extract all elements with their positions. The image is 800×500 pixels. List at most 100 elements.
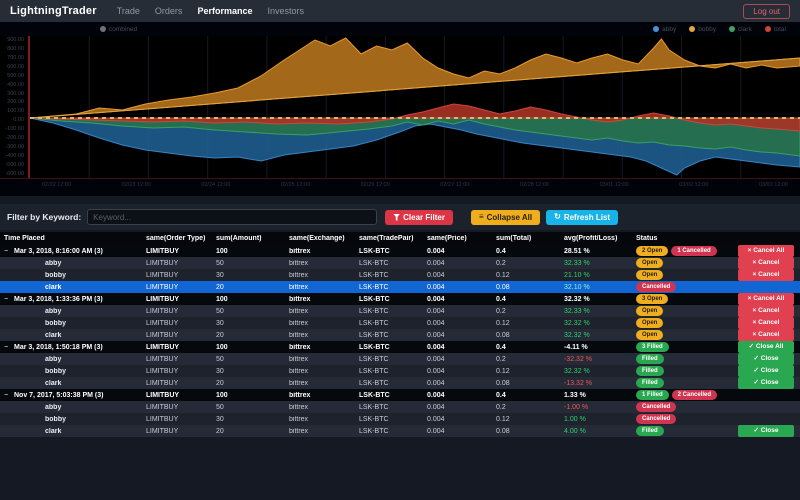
close-button[interactable]: ✓ Close <box>738 353 794 365</box>
price-cell: 0.004 <box>427 295 445 303</box>
filter-bar: Filter by Keyword: Clear Filter ≡ Collap… <box>0 204 800 230</box>
cancel-button[interactable]: × Cancel <box>738 329 794 341</box>
status-badge-cancelled: Cancelled <box>636 414 677 424</box>
filter-label: Filter by Keyword: <box>7 212 82 222</box>
action-cell: × Cancel <box>728 317 800 329</box>
order-row[interactable]: bobby LIMITBUY 30 bittrex LSK-BTC 0.004 0.12 32… <box>0 317 800 329</box>
total-cell: 0.4 <box>496 247 506 255</box>
price-cell: 0.004 <box>427 367 445 375</box>
y-axis-labels: 900.00 800.00 700.00 600.00 500.00 400.00 300.… <box>0 36 27 178</box>
group-header-row[interactable]: − Mar 3, 2018, 1:50:18 PM (3) LIMITBUY 100 b… <box>0 341 800 353</box>
nav-item-orders[interactable]: Orders <box>154 6 183 16</box>
order-row[interactable]: clark LIMITBUY 20 bittrex LSK-BTC 0.004 0.08 4.… <box>0 425 800 437</box>
collapse-group-icon[interactable]: − <box>4 247 9 255</box>
logout-button[interactable]: Log out <box>743 3 790 19</box>
close-button[interactable]: ✓ Close All <box>738 341 794 353</box>
amount-cell: 20 <box>216 283 224 291</box>
funnel-icon <box>393 213 401 221</box>
order-type-cell: LIMITBUY <box>146 271 179 279</box>
collapse-group-icon[interactable]: − <box>4 391 9 399</box>
order-row[interactable]: abby LIMITBUY 50 bittrex LSK-BTC 0.004 0.2 32.3… <box>0 305 800 317</box>
profit-loss-cell: 32.33 % <box>564 307 590 315</box>
exchange-cell: bittrex <box>289 307 309 315</box>
clear-filter-button[interactable]: Clear Filter <box>385 209 453 225</box>
order-row[interactable]: abby LIMITBUY 50 bittrex LSK-BTC 0.004 0.2 -32.… <box>0 353 800 365</box>
exchange-cell: bittrex <box>289 247 311 255</box>
cancel-button[interactable]: × Cancel <box>738 305 794 317</box>
action-cell: ✓ Close <box>728 365 800 377</box>
legend-label: abby <box>662 25 677 33</box>
green-series <box>30 117 800 157</box>
exchange-cell: bittrex <box>289 259 309 267</box>
cancel-button[interactable]: × Cancel <box>738 269 794 281</box>
order-row[interactable]: clark LIMITBUY 20 bittrex LSK-BTC 0.004 0.08 32… <box>0 329 800 341</box>
profit-loss-cell: -4.11 % <box>564 343 588 351</box>
status-badge-open: Open <box>636 258 664 268</box>
profit-loss-cell: 32.32 % <box>564 331 590 339</box>
order-row[interactable]: abby LIMITBUY 50 bittrex LSK-BTC 0.004 0.2 32.3… <box>0 257 800 269</box>
refresh-list-button[interactable]: ↻ Refresh List <box>546 209 619 225</box>
legend-item-bobby[interactable]: bobby <box>689 26 716 33</box>
order-row[interactable]: clark LIMITBUY 20 bittrex LSK-BTC 0.004 0.08 -1… <box>0 377 800 389</box>
trade-pair-cell: LSK-BTC <box>359 391 390 399</box>
group-time-label: Mar 3, 2018, 8:16:00 AM (3) <box>14 247 103 255</box>
column-header: sum(Total) <box>496 235 532 242</box>
order-row[interactable]: bobby LIMITBUY 30 bittrex LSK-BTC 0.004 0.12 21… <box>0 269 800 281</box>
y-tick-label: -200.00 <box>5 135 24 142</box>
cancel-button[interactable]: × Cancel All <box>738 245 794 257</box>
collapse-group-icon[interactable]: − <box>4 295 9 303</box>
order-row[interactable]: bobby LIMITBUY 30 bittrex LSK-BTC 0.004 0.12 32… <box>0 365 800 377</box>
nav-item-trade[interactable]: Trade <box>116 6 140 16</box>
legend-label: bobby <box>698 25 716 33</box>
order-row[interactable]: bobby LIMITBUY 30 bittrex LSK-BTC 0.004 0.12 1.… <box>0 413 800 425</box>
cancel-button[interactable]: × Cancel All <box>738 293 794 305</box>
close-button[interactable]: ✓ Close <box>738 425 794 437</box>
status-cell: Open <box>632 330 728 340</box>
action-cell: ✓ Close <box>728 353 800 365</box>
legend-item-inactive[interactable]: combined <box>100 26 137 33</box>
status-badge-open: Open <box>636 306 664 316</box>
nav-item-performance[interactable]: Performance <box>197 6 253 16</box>
profit-loss-cell: -32.32 % <box>564 355 593 363</box>
nav-item-investors[interactable]: Investors <box>267 6 304 16</box>
y-tick-label: 700.00 <box>7 54 24 61</box>
orange-series <box>30 37 800 119</box>
price-cell: 0.004 <box>427 415 445 423</box>
app-brand: LightningTrader <box>10 5 97 17</box>
refresh-list-label: Refresh List <box>563 212 611 222</box>
action-cell: ✓ Close <box>728 377 800 389</box>
legend-item-abby[interactable]: abby <box>653 26 676 33</box>
legend-item-clark[interactable]: clark <box>728 25 752 33</box>
trade-pair-cell: LSK-BTC <box>359 403 389 411</box>
order-type-cell: LIMITBUY <box>146 355 179 363</box>
order-row[interactable]: clark LIMITBUY 20 bittrex LSK-BTC 0.004 0.08 32… <box>0 281 800 293</box>
collapse-all-button[interactable]: ≡ Collapse All <box>470 209 541 225</box>
group-header-row[interactable]: − Mar 3, 2018, 1:33:36 PM (3) LIMITBUY 100 b… <box>0 293 800 305</box>
total-cell: 0.08 <box>496 379 510 387</box>
collapse-all-label: Collapse All <box>486 212 533 222</box>
cancel-button[interactable]: × Cancel <box>738 257 794 269</box>
collapse-group-icon[interactable]: − <box>4 343 9 351</box>
investor-name-cell: bobby <box>45 271 66 279</box>
legend-item-total[interactable]: total <box>764 26 786 33</box>
close-button[interactable]: ✓ Close <box>738 365 794 377</box>
price-cell: 0.004 <box>427 391 445 399</box>
legend-label: clark <box>737 25 752 33</box>
group-header-row[interactable]: − Mar 3, 2018, 8:16:00 AM (3) LIMITBUY 100 b… <box>0 245 800 257</box>
action-label: Close <box>760 427 779 434</box>
status-cell: Cancelled <box>632 402 728 412</box>
group-header-row[interactable]: − Nov 7, 2017, 5:03:38 PM (3) LIMITBUY 100 b… <box>0 389 800 401</box>
legend-dot-gray <box>100 26 106 32</box>
x-tick-label: 03/01 12:00 <box>599 182 629 188</box>
trade-pair-cell: LSK-BTC <box>359 331 389 339</box>
cancel-button[interactable]: × Cancel <box>738 317 794 329</box>
profit-loss-cell: -1.00 % <box>564 403 589 411</box>
status-badge-cancelled: 2 Cancelled <box>671 390 718 400</box>
amount-cell: 20 <box>216 379 224 387</box>
profit-loss-cell: 32.33 % <box>564 259 590 267</box>
keyword-filter-input[interactable] <box>87 209 378 225</box>
order-row[interactable]: abby LIMITBUY 50 bittrex LSK-BTC 0.004 0.2 -1.0… <box>0 401 800 413</box>
close-button[interactable]: ✓ Close <box>738 377 794 389</box>
amount-cell: 20 <box>216 427 224 435</box>
cancel-icon: × <box>752 259 759 266</box>
